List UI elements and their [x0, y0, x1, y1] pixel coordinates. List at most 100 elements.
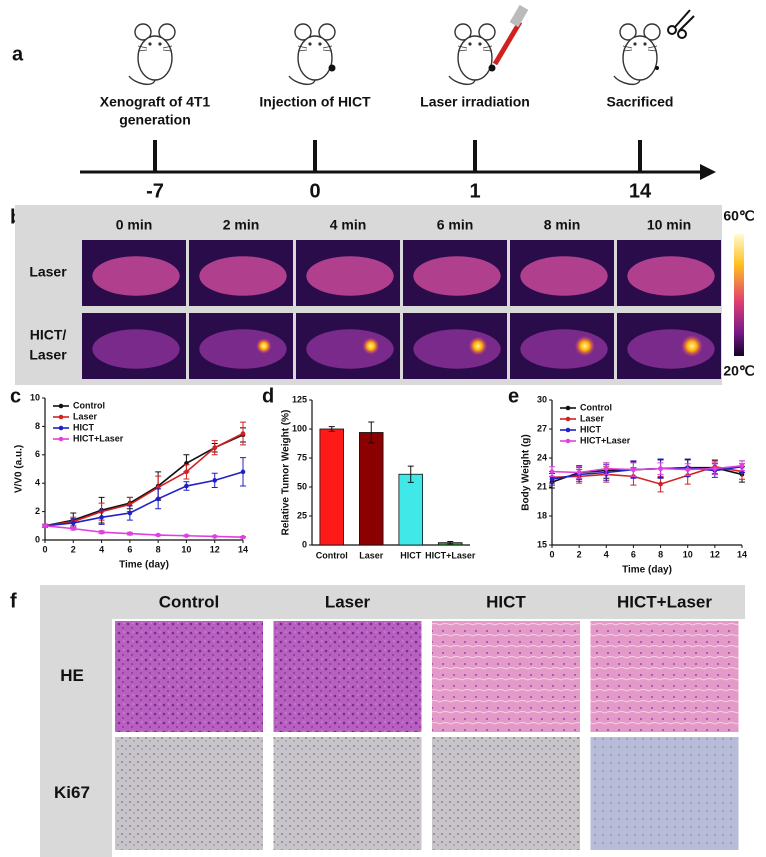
legend-marker [565, 405, 571, 411]
mouse-heat [92, 329, 180, 369]
time-label: 4 min [330, 217, 367, 233]
time-label: 10 min [647, 217, 691, 233]
hotspot [680, 335, 703, 357]
hotspot [574, 335, 596, 357]
mouse-icons [128, 4, 695, 86]
histology-image [273, 621, 422, 732]
x-tick-label: 2 [71, 544, 76, 554]
x-tick-label: 14 [737, 549, 747, 559]
bar [319, 428, 344, 546]
column-label: HICT [486, 592, 526, 611]
error-bar [368, 421, 375, 444]
event-label: generation [119, 112, 191, 128]
panel-label: f [10, 590, 17, 612]
legend-label: Control [73, 400, 105, 410]
marker [576, 470, 582, 475]
marker [240, 469, 246, 475]
x-tick-label: 12 [210, 544, 220, 554]
x-tick-label: 14 [238, 544, 248, 554]
x-tick-label: Laser [359, 550, 384, 560]
x-tick-label: Control [316, 550, 348, 560]
marker [712, 466, 718, 471]
x-axis-label: Time (day) [119, 560, 169, 571]
event-label: Xenograft of 4T1 [100, 94, 211, 110]
marker [658, 466, 663, 471]
marker [184, 469, 189, 475]
series-line [44, 471, 244, 527]
marker [685, 467, 691, 472]
x-tick-label: HICT+Laser [425, 550, 476, 560]
y-tick-label: 18 [537, 510, 547, 520]
y-tick-label: 27 [537, 423, 547, 433]
histology-image [115, 737, 263, 850]
legend-label: HICT [73, 422, 94, 432]
time-label: 8 min [544, 217, 581, 233]
legend-label: Laser [580, 413, 605, 423]
y-tick-label: 15 [537, 539, 547, 549]
y-tick-label: 2 [35, 506, 40, 516]
y-axis-label: Relative Tumor Weight (%) [281, 410, 292, 536]
legend-label: Control [580, 402, 612, 412]
series-line [44, 525, 244, 538]
x-tick-label: 0 [42, 544, 47, 554]
legend-label: Laser [73, 411, 98, 421]
panel-label: e [508, 385, 519, 407]
row-label: Laser [29, 264, 67, 280]
histology-image [273, 737, 422, 850]
legend-label: HICT [580, 424, 601, 434]
event-label: Sacrificed [607, 94, 674, 110]
y-tick-label: 25 [297, 510, 307, 520]
legend-marker [58, 436, 64, 442]
y-tick-label: 8 [35, 421, 40, 431]
event-day: 14 [629, 180, 652, 202]
event-day: 1 [469, 180, 480, 202]
legend-label: HICT+Laser [73, 433, 124, 443]
x-tick-label: 0 [549, 549, 554, 559]
column-label: HICT+Laser [617, 592, 712, 611]
x-tick-label: 8 [658, 549, 663, 559]
row-label: Laser [29, 347, 67, 363]
marker [42, 523, 48, 529]
y-tick-label: 100 [292, 423, 307, 433]
mouse-heat [306, 256, 394, 296]
histology-image [590, 737, 739, 850]
marker [70, 526, 76, 531]
series-line [551, 464, 743, 474]
legend-label: HICT+Laser [580, 435, 631, 445]
histology-header [40, 585, 745, 619]
panel-label: d [262, 385, 274, 407]
x-axis-label: Time (day) [622, 565, 672, 576]
x-tick-label: HICT [400, 550, 421, 560]
marker [549, 476, 555, 482]
thermal-grid: 0 min 2 min 4 min 6 min 8 min 10 min Laser HICT… [29, 217, 721, 379]
event-label: Laser irradiation [420, 94, 530, 110]
mouse-heat [413, 329, 501, 369]
x-tick-label: 6 [631, 549, 636, 559]
mouse-heat [199, 256, 287, 296]
marker [127, 510, 133, 516]
row-label: HE [60, 666, 84, 685]
marker [240, 431, 246, 436]
mouse-heat [520, 256, 608, 296]
event-day: 0 [309, 180, 320, 202]
series-line [44, 432, 244, 527]
legend-marker [58, 425, 64, 431]
marker [127, 531, 133, 536]
mouse-heat [413, 256, 501, 296]
time-label: 0 min [116, 217, 153, 233]
y-axis-label: V/V0 (a.u.) [14, 445, 25, 493]
colorbar [734, 234, 744, 356]
marker [212, 445, 218, 451]
histology-image [432, 737, 580, 850]
column-label: Laser [325, 592, 371, 611]
legend-marker [58, 414, 64, 420]
y-tick-label: 4 [35, 478, 40, 488]
marker [212, 478, 218, 483]
error-bar [447, 541, 454, 545]
hotspot [256, 338, 272, 354]
y-axis-label: Body Weight (g) [521, 434, 532, 510]
x-tick-label: 12 [710, 549, 720, 559]
marker [155, 496, 161, 502]
legend-marker [565, 438, 571, 444]
marker [549, 469, 555, 474]
